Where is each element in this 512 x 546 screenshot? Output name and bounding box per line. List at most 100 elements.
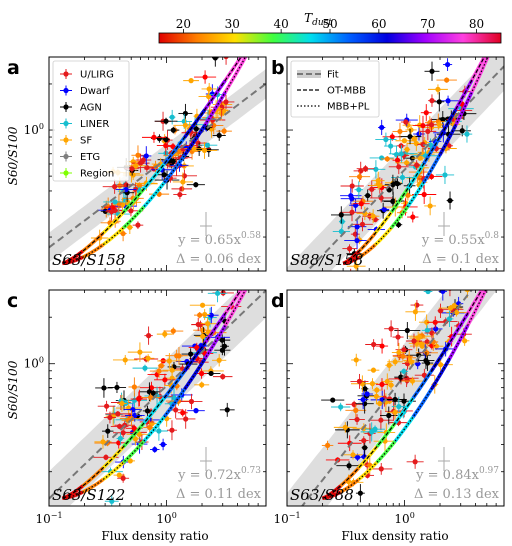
marker [356,378,363,384]
marker [416,131,422,137]
marker [420,122,426,129]
marker [156,428,162,434]
marker [174,353,180,359]
colorbar-tick-label: 20 [176,17,191,31]
model-curve-mbbpl-segment [441,365,447,372]
data-point [426,118,437,132]
model-curve-mbbpl-segment [350,258,354,263]
marker [386,362,392,368]
marker [438,362,444,368]
marker [401,368,407,374]
model-curve-otmbb-segment [246,46,249,50]
data-point [194,311,206,319]
marker [144,408,151,414]
model-curve-mbbpl-segment [239,293,245,300]
data-point [191,317,205,331]
legend-marker [63,71,69,77]
marker [464,131,470,137]
data-point [376,338,389,354]
data-point [463,280,468,292]
marker [392,396,398,403]
marker [135,222,141,228]
marker [401,138,407,144]
model-curve-mbbpl-segment [218,95,225,102]
marker [135,152,141,158]
x-tick-label: 10−1 [35,511,62,526]
data-point [443,58,453,71]
marker [421,372,427,378]
marker [403,119,409,125]
data-point [189,302,216,308]
marker [410,214,416,220]
marker [150,390,156,396]
model-curve-mbbpl-segment [492,43,494,48]
data-point [404,357,419,367]
marker [390,182,396,188]
marker [373,393,380,400]
marker [408,127,414,133]
data-point [406,454,424,469]
model-curve-mbbpl-segment [253,271,256,276]
legend-label: ETG [80,152,100,163]
data-point [194,381,210,389]
marker [156,135,163,142]
data-point [104,494,119,506]
data-point [119,225,127,242]
data-point [212,130,226,141]
data-point [356,165,375,173]
data-point [141,131,166,143]
marker [169,427,175,433]
marker [404,327,410,334]
legend-item: Dwarf [60,85,110,97]
marker [129,166,135,172]
ratio-label: S63/S88 [290,486,354,504]
legend-source-types: U/LIRG Dwarf AGN LINER SF ETG Region [52,60,130,182]
marker [369,186,375,192]
marker [156,368,162,374]
data-point [142,405,153,417]
marker [346,463,352,469]
data-point [420,104,432,122]
data-point [196,368,208,379]
data-point [410,135,418,143]
marker [416,334,423,340]
marker [144,164,150,171]
marker [199,302,206,308]
marker [463,280,468,285]
marker [170,143,176,150]
data-point [398,129,422,145]
plot-area [287,43,504,286]
marker [356,187,362,193]
legend-label: SF [80,136,92,147]
marker [202,74,208,80]
data-point [424,196,437,216]
marker [421,191,427,198]
marker [147,424,153,431]
model-curve-otmbb-segment [488,275,490,279]
data-point [434,92,445,112]
marker [160,441,166,448]
data-point [345,403,367,417]
marker [394,181,401,187]
marker [180,179,186,185]
data-point [391,396,406,417]
marker [131,425,137,431]
data-point [392,122,408,141]
marker [373,166,379,172]
data-point [154,117,178,125]
model-curve-mbbpl-segment [263,19,266,24]
marker [353,281,358,286]
data-point [162,364,182,377]
marker [358,201,364,207]
marker [224,407,230,413]
data-point [428,324,443,333]
legend-label: Fit [327,70,339,81]
data-point [384,174,402,195]
data-point [391,171,414,184]
marker [436,122,442,128]
data-point [105,411,131,417]
data-point [164,388,184,408]
marker [395,222,402,228]
data-point [384,320,399,338]
colorbar-tick-label: 40 [274,17,289,31]
